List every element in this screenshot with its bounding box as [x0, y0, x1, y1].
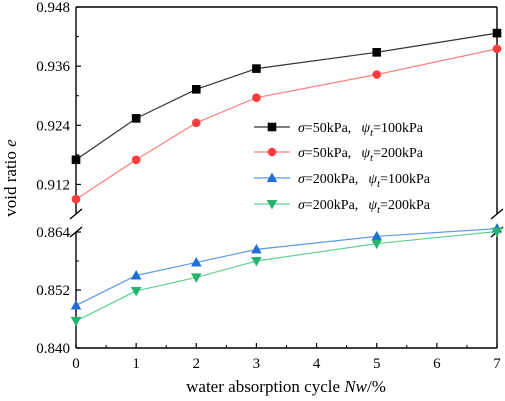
legend-marker-4 [266, 200, 278, 210]
series-3-point [130, 270, 142, 280]
series-3-line [75, 228, 498, 307]
x-tick-label: 3 [253, 356, 261, 372]
y-tick-label: 0.936 [36, 59, 70, 75]
series-3-point [190, 256, 202, 267]
x-tick-label: 7 [493, 356, 501, 372]
series-1-line [75, 32, 498, 161]
series-2-point [191, 118, 201, 128]
legend: σ=50kPa, ψt=100kPa σ=50kPa, ψt=200kPa σ=200k… [254, 121, 431, 216]
series-1-point [71, 155, 81, 165]
legend-label-4: σ=200kPa, ψt=200kPa [298, 198, 431, 216]
legend-marker-2 [267, 147, 277, 157]
series-2-line [75, 48, 498, 200]
x-tick-label: 1 [132, 356, 140, 372]
series-4-point [371, 239, 383, 250]
series-2-point [71, 194, 81, 204]
series-3-point [70, 299, 82, 310]
series-2-point [131, 155, 141, 165]
x-tick-label: 0 [72, 356, 80, 372]
y-axis-title: void ratio e [1, 139, 20, 217]
y-tick-label: 0.852 [36, 283, 70, 299]
series-4-line [75, 230, 498, 322]
legend-marker-3 [266, 172, 278, 182]
x-axis-title: water absorption cycle Nw/% [186, 377, 386, 396]
plot-frame [69, 6, 504, 349]
series-1-point [252, 64, 261, 73]
series-3-point [371, 230, 383, 241]
axis-break-mark-left-upper [69, 208, 83, 220]
series-1-point [131, 114, 141, 123]
x-tick-label: 4 [313, 356, 321, 372]
y-tick-label: 0.948 [36, 0, 70, 16]
x-tick-label: 5 [373, 356, 381, 372]
series-1-point [372, 48, 382, 57]
x-tick-label: 2 [193, 356, 201, 372]
y-tick-label: 0.840 [36, 341, 70, 357]
legend-label-3: σ=200kPa, ψt=100kPa [298, 172, 431, 190]
tick-labels: 0 1 2 3 4 5 6 7 0.912 0.924 0.936 0.948 0.840 0.852 0.… [36, 0, 501, 372]
legend-marker-1 [267, 122, 277, 132]
series-2-point [252, 93, 261, 102]
series-1-point [492, 28, 502, 38]
series-markers [70, 28, 503, 327]
legend-label-2: σ=50kPa, ψt=200kPa [298, 146, 424, 164]
y-tick-label: 0.912 [36, 177, 70, 193]
legend-label-1: σ=50kPa, ψt=100kPa [298, 121, 424, 139]
series-4-point [491, 227, 503, 238]
series-lines [75, 32, 498, 322]
series-2-point [372, 70, 382, 79]
series-4-point [190, 273, 202, 283]
axis-break-mark-right-upper [490, 208, 504, 220]
series-1-point [191, 85, 201, 94]
y-tick-label: 0.924 [36, 118, 70, 134]
series-4-point [251, 257, 262, 267]
y-tick-label: 0.864 [36, 225, 70, 241]
series-4-point [130, 286, 142, 297]
series-3-point [251, 243, 262, 254]
series-2-point [492, 44, 502, 54]
series-4-point [70, 316, 82, 327]
x-tick-label: 6 [433, 356, 441, 372]
